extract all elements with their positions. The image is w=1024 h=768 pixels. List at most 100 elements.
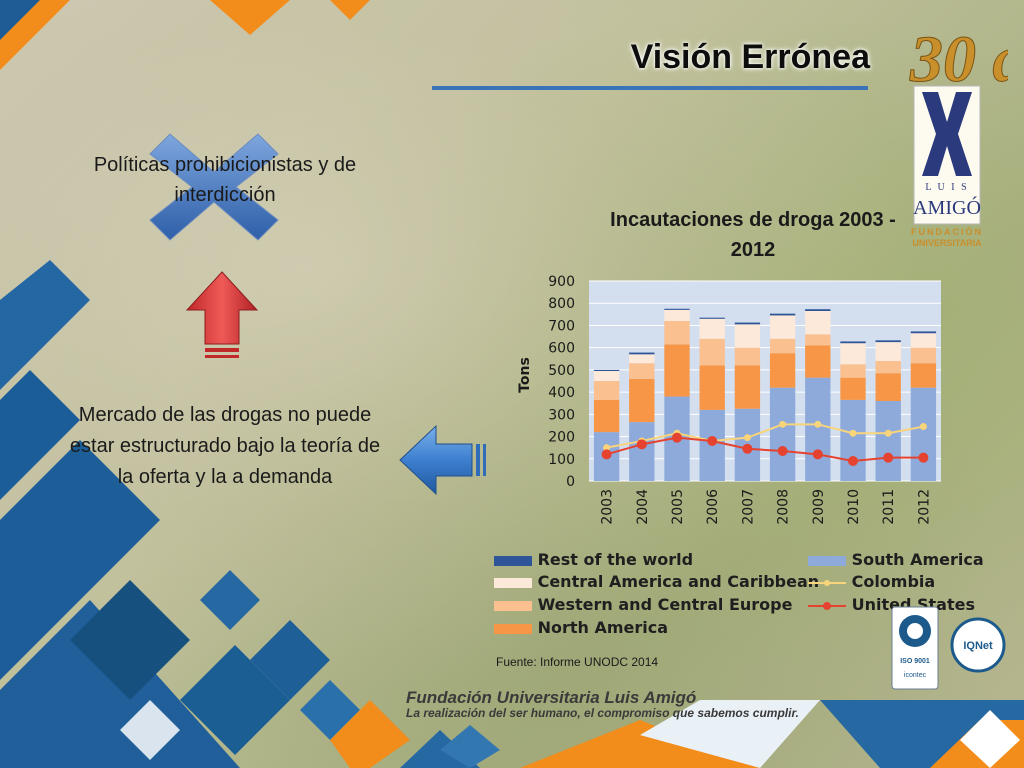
bar-segment [699, 318, 725, 339]
y-tick-label: 400 [548, 385, 575, 401]
series-point [848, 456, 858, 466]
bar-segment [910, 387, 937, 481]
source-note: Fuente: Informe UNODC 2014 [496, 655, 659, 669]
bar-segment [910, 331, 937, 334]
bar-segment [629, 352, 655, 355]
y-tick-label: 100 [548, 452, 575, 468]
x-tick-label: 2010 [846, 489, 862, 525]
legend-label: Colombia [851, 572, 936, 591]
legend-colombia: Colombia [808, 572, 935, 591]
series-point [884, 429, 892, 437]
series-point [814, 420, 822, 428]
logo-fundacion: FUNDACIÓN [911, 226, 983, 237]
anniversary-number: 30 años [909, 23, 1008, 96]
legend-line-marker [808, 579, 846, 586]
bar-segment [664, 309, 690, 321]
bar-segment [629, 378, 655, 423]
y-axis-label: Tons [517, 357, 533, 393]
series-point [601, 449, 612, 460]
luis-amigo-logo: 30 años L U I S AMIGÓ FUNDACIÓN UNIVERSI… [909, 23, 1009, 249]
bar-segment [875, 373, 901, 401]
footer-motto: La realización del ser humano, el compro… [406, 706, 799, 720]
bar-segment [840, 399, 866, 481]
bar-segment [805, 377, 831, 481]
cert-iso-text: ISO 9001 [900, 658, 930, 665]
y-tick-label: 0 [566, 474, 575, 490]
bar-segment [664, 321, 690, 345]
legend-swatch [494, 600, 532, 611]
series-point [707, 436, 718, 446]
bar-segment [699, 338, 725, 366]
bar-segment [840, 341, 866, 344]
legend-line-marker [808, 601, 846, 610]
y-tick-label: 200 [548, 430, 575, 446]
series-point [918, 452, 929, 463]
left-arrow-icon [399, 424, 486, 496]
bar-segment [593, 399, 620, 433]
up-arrow-icon [185, 271, 259, 358]
bar-segment [910, 333, 937, 348]
bar-segment [593, 369, 620, 371]
x-tick-label: 2007 [740, 489, 756, 525]
footer-institution-name: Fundación Universitaria Luis Amigó [406, 688, 697, 707]
bar-segment [734, 347, 761, 366]
bar-segment [805, 345, 831, 378]
x-tick-label: 2012 [916, 489, 932, 525]
box-politicas-text: Políticas prohibicionistas y de interdic… [93, 154, 357, 206]
series-line [606, 436, 924, 463]
series-point [672, 432, 682, 443]
x-tick-label: 2005 [670, 489, 686, 525]
certification-badges: ISO 9001 icontec IQNet [891, 606, 1006, 690]
series-point [919, 423, 927, 431]
cert-org-text: icontec [904, 672, 927, 679]
x-tick-label: 2009 [811, 489, 827, 525]
legend-western-europe: Western and Central Europe [494, 595, 792, 614]
legend-label: United States [851, 595, 975, 614]
iqnet-text: IQNet [963, 640, 993, 652]
x-cross-icon [149, 133, 279, 241]
y-tick-label: 900 [548, 274, 575, 290]
bar-segment [805, 334, 831, 346]
bar-segment [664, 344, 690, 397]
y-tick-label: 300 [548, 407, 575, 423]
series-point [742, 443, 753, 454]
title-underline [432, 86, 868, 90]
legend-rest-of-world: Rest of the world [494, 550, 693, 569]
y-tick-label: 600 [548, 341, 575, 357]
seizures-chart: 0 100 200 300 400 500 600 700 800 900 2003 2004 200… [517, 274, 941, 525]
series-point [883, 452, 894, 463]
y-tick-label: 700 [548, 318, 575, 334]
bar-segment [805, 309, 831, 311]
legend-swatch [808, 555, 846, 566]
bar-segment [664, 308, 690, 310]
bar-segment [769, 313, 796, 316]
bar-segment [699, 317, 725, 319]
legend-central-america: Central America and Caribbean [494, 572, 819, 591]
logo-luis: L U I S [925, 182, 968, 193]
chart-legend: Rest of the world Central America and Ca… [494, 550, 984, 645]
y-tick-label: 500 [548, 363, 575, 379]
legend-north-america: North America [494, 618, 668, 637]
bar-segment [734, 324, 761, 348]
legend-swatch [494, 577, 532, 588]
bar-segment [629, 354, 655, 364]
slide-title: Visión Errónea [630, 38, 870, 76]
bar-segment [769, 387, 796, 481]
bar-segment [875, 361, 901, 374]
bar-segment [629, 422, 655, 481]
bar-segment [805, 311, 831, 335]
bar-segment [840, 377, 866, 400]
x-tick-label: 2004 [635, 489, 651, 525]
bar-segment [910, 363, 937, 388]
legend-united-states: United States [808, 595, 975, 614]
x-tick-label: 2008 [776, 489, 792, 525]
chart-title: Incautaciones de droga 2003 - 2012 [610, 209, 896, 261]
legend-label: North America [537, 618, 669, 637]
y-tick-label: 800 [548, 296, 575, 312]
bar-segment [840, 343, 866, 365]
bar-segment [769, 315, 796, 339]
bar-segment [875, 342, 901, 361]
bar-segment [593, 381, 620, 400]
x-logo-mark [922, 92, 972, 176]
